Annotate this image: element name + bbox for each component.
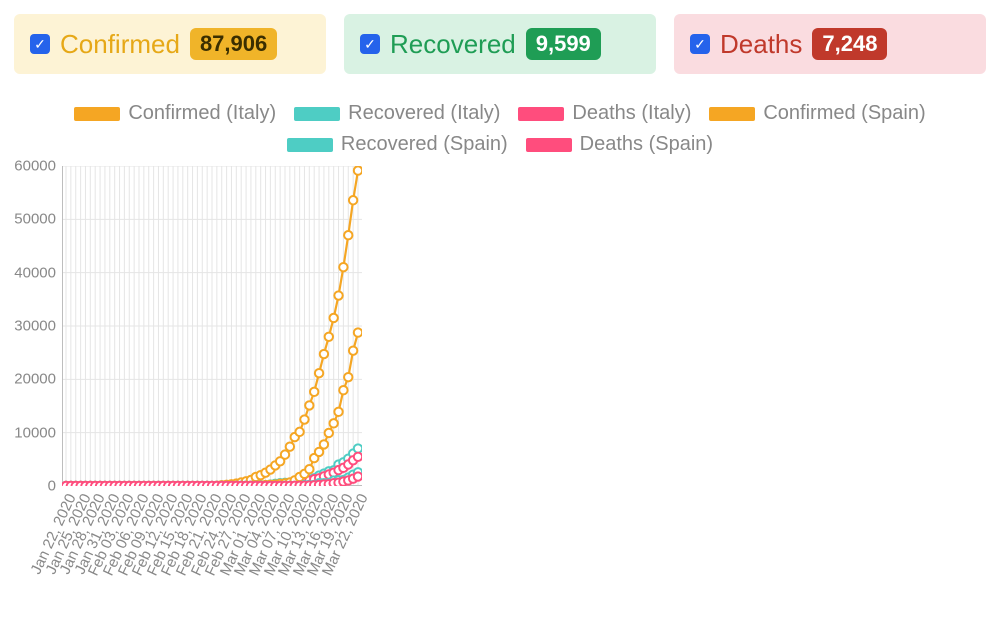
- legend-item[interactable]: Confirmed (Italy): [74, 102, 276, 125]
- legend-swatch: [74, 107, 120, 121]
- card-value-badge: 7,248: [812, 28, 887, 60]
- card-deaths: ✓ Deaths 7,248: [674, 14, 986, 74]
- card-value-badge: 9,599: [526, 28, 601, 60]
- y-tick-label: 10000: [14, 424, 56, 441]
- legend-item[interactable]: Recovered (Spain): [287, 133, 508, 156]
- y-axis-ticks: 0100002000030000400005000060000: [14, 166, 62, 486]
- y-tick-label: 0: [48, 478, 56, 495]
- checkbox-icon[interactable]: ✓: [690, 34, 710, 54]
- legend-swatch: [294, 107, 340, 121]
- legend-label: Confirmed (Italy): [128, 102, 276, 125]
- card-recovered: ✓ Recovered 9,599: [344, 14, 656, 74]
- card-label: Confirmed: [60, 29, 180, 60]
- y-tick-label: 40000: [14, 264, 56, 281]
- checkbox-icon[interactable]: ✓: [360, 34, 380, 54]
- card-confirmed: ✓ Confirmed 87,906: [14, 14, 326, 74]
- legend-swatch: [526, 138, 572, 152]
- y-tick-label: 20000: [14, 371, 56, 388]
- legend-label: Recovered (Spain): [341, 133, 508, 156]
- legend-item[interactable]: Confirmed (Spain): [709, 102, 925, 125]
- checkbox-icon[interactable]: ✓: [30, 34, 50, 54]
- legend-label: Confirmed (Spain): [763, 102, 925, 125]
- y-tick-label: 30000: [14, 318, 56, 335]
- legend-swatch: [287, 138, 333, 152]
- legend-swatch: [518, 107, 564, 121]
- chart-area: 0100002000030000400005000060000 Jan 22, …: [14, 166, 986, 586]
- legend-item[interactable]: Deaths (Spain): [526, 133, 713, 156]
- x-axis-ticks: Jan 22, 2020Jan 25, 2020Jan 28, 2020Jan …: [62, 492, 986, 592]
- legend-swatch: [709, 107, 755, 121]
- summary-cards: ✓ Confirmed 87,906 ✓ Recovered 9,599 ✓ Deaths 7,…: [14, 14, 986, 74]
- card-label: Recovered: [390, 29, 516, 60]
- legend-label: Deaths (Italy): [572, 102, 691, 125]
- y-tick-label: 50000: [14, 211, 56, 228]
- y-tick-label: 60000: [14, 158, 56, 175]
- card-value-badge: 87,906: [190, 28, 277, 60]
- line-chart: [62, 166, 362, 486]
- legend-item[interactable]: Recovered (Italy): [294, 102, 500, 125]
- legend-label: Deaths (Spain): [580, 133, 713, 156]
- card-label: Deaths: [720, 29, 802, 60]
- chart-legend: Confirmed (Italy) Recovered (Italy) Deaths…: [14, 102, 986, 156]
- legend-label: Recovered (Italy): [348, 102, 500, 125]
- legend-item[interactable]: Deaths (Italy): [518, 102, 691, 125]
